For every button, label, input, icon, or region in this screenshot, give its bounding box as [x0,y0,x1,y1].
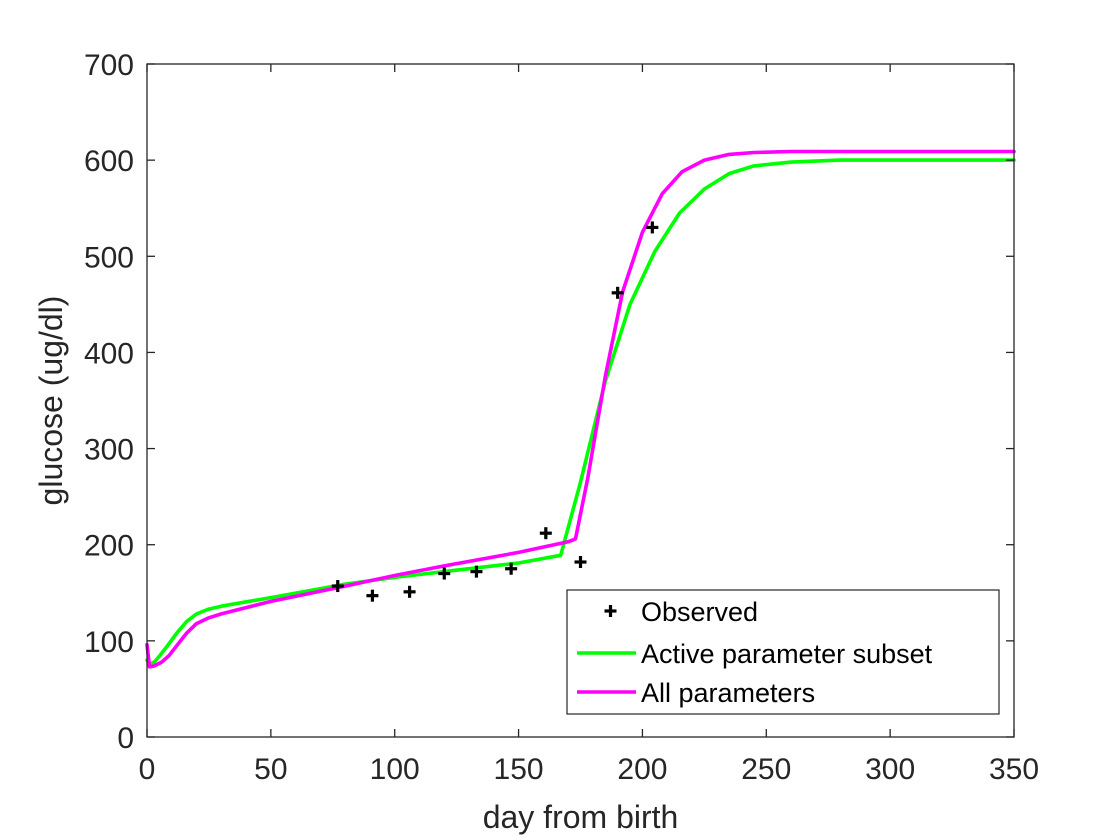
y-tick-label: 300 [84,434,134,467]
legend-label-series-0: Active parameter subset [641,639,933,669]
observed-point [366,589,379,602]
observed-point [403,585,416,598]
observed-point [646,221,659,234]
observed-point [505,562,518,575]
y-tick-label: 500 [84,241,134,274]
legend-box [566,589,1000,715]
y-tick-label: 600 [84,145,134,178]
observed-point [539,527,552,540]
series-line-1 [145,149,1016,669]
series-line-0 [145,158,1016,666]
y-tick-label: 400 [84,337,134,370]
x-tick-label: 50 [254,753,287,786]
y-tick-label: 200 [84,530,134,563]
x-tick-label: 250 [741,753,791,786]
legend-item-series-0: Active parameter subset [577,639,933,669]
legend-item-observed: Observed [604,597,758,627]
x-tick-label: 100 [370,753,420,786]
y-axis-label: glucose (ug/dl) [33,296,69,506]
legend: Observed Active parameter subset All param… [566,589,1000,715]
plot-frame [146,63,1015,738]
legend-item-series-1: All parameters [577,678,815,708]
x-tick-label: 300 [865,753,915,786]
x-tick-label: 200 [617,753,667,786]
y-tick-label: 0 [117,722,134,755]
x-tick-label: 150 [494,753,544,786]
axis-ticks: 0 50 100 150 200 250 300 350 0 100 200 300 400 500 600… [84,49,1039,786]
observed-point [331,580,344,593]
legend-label-observed: Observed [641,597,758,627]
plot-content [145,149,1016,669]
observed-point [574,556,587,569]
observed-point [470,565,483,578]
legend-label-series-1: All parameters [641,678,815,708]
x-tick-label: 350 [989,753,1039,786]
x-tick-label: 0 [139,753,156,786]
observed-point [438,567,451,580]
observed-point [611,286,624,299]
y-tick-label: 700 [84,49,134,82]
x-axis-label: day from birth [483,799,679,835]
y-tick-label: 100 [84,626,134,659]
